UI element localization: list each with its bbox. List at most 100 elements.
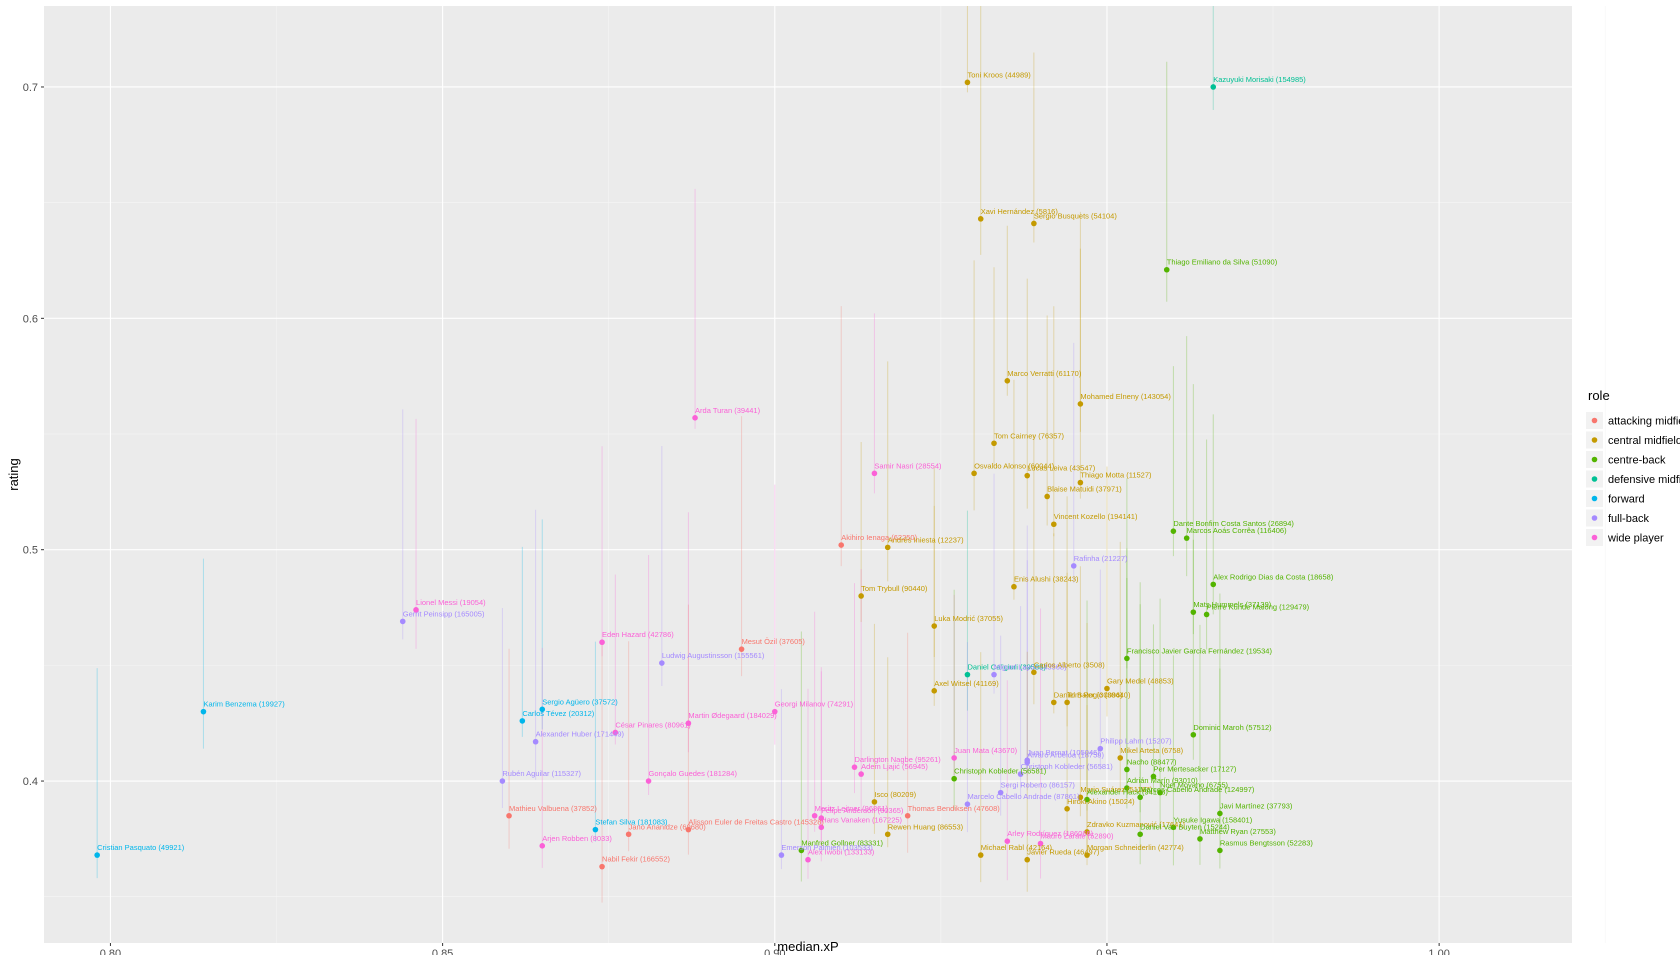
point-label: Marco Verratti (61170): [1007, 369, 1082, 378]
data-point: [1124, 655, 1130, 662]
point-label: Thomas Bendiksen (47608): [908, 804, 1001, 813]
data-point: [1217, 847, 1223, 854]
point-label: Tom Trybull (90440): [861, 584, 928, 593]
data-point: [1084, 829, 1090, 835]
point-label: Vincent Kozello (194141): [1054, 512, 1138, 521]
legend-key: [1591, 476, 1598, 482]
point-label: Karim Benzema (19927): [203, 700, 285, 709]
x-tick-label: 0.95: [1096, 948, 1117, 955]
data-point: [1157, 789, 1163, 796]
data-point: [977, 852, 984, 858]
point-label: Morgan Schneiderlin (42774): [1087, 843, 1184, 852]
point-label: Sergio Busquets (54104): [1034, 211, 1117, 220]
point-label: Miguel Layún (43568): [994, 663, 1067, 672]
data-point: [977, 216, 984, 222]
point-label: Stefan Silva (181083): [595, 818, 668, 827]
data-point: [499, 778, 506, 784]
point-label: Noel Moyano (6755): [1160, 781, 1228, 790]
point-label: Alisson Euler de Freitas Castro (145328): [688, 818, 824, 827]
data-point: [539, 843, 546, 849]
legend-key: [1591, 456, 1598, 463]
point-label: Gary Medel (48853): [1107, 677, 1174, 686]
data-point: [692, 415, 698, 421]
point-label: Darlington Nagbe (95261): [855, 755, 942, 764]
point-label: Francisco Javier García Fernández (19534…: [1127, 646, 1273, 655]
point-label: Gonçalo Guedes (181284): [649, 769, 738, 778]
point-label: Alex Iwobi (133133): [808, 848, 875, 857]
point-label: Isco (80209): [874, 790, 916, 799]
data-point: [1190, 731, 1197, 738]
data-point: [1137, 831, 1143, 838]
data-point: [1163, 266, 1170, 273]
data-point: [738, 646, 745, 652]
data-point: [1064, 806, 1070, 812]
point-label: Xavi Hernández (5816): [981, 207, 1059, 216]
data-point: [1077, 794, 1084, 801]
point-label: Adem Ljajić (56945): [861, 762, 928, 771]
data-point: [1104, 685, 1110, 692]
point-label: Marcelo Cabello Andrade (87861): [967, 792, 1080, 801]
data-point: [625, 831, 632, 838]
data-point: [1037, 840, 1044, 847]
data-point: [771, 708, 778, 715]
data-point: [798, 847, 805, 854]
data-point: [1170, 824, 1177, 831]
data-point: [964, 801, 971, 807]
point-label: Juan Bernat (105046): [1027, 748, 1100, 757]
point-label: Thiago Emiliano da Silva (51090): [1167, 258, 1278, 267]
data-point: [1077, 479, 1084, 486]
data-point: [1004, 378, 1011, 384]
data-point: [991, 440, 997, 447]
data-point: [685, 720, 692, 727]
y-tick-label: 0.7: [23, 82, 38, 94]
data-point: [685, 826, 692, 833]
data-point: [599, 863, 605, 870]
y-tick-label: 0.4: [23, 776, 38, 788]
data-point: [413, 607, 419, 613]
data-point: [1124, 785, 1130, 791]
point-label: Dominic Maroh (57512): [1193, 723, 1272, 732]
point-label: Yusuke Igawa (158401): [1173, 815, 1252, 824]
point-label: Gerrit Peinsipp (165005): [403, 609, 485, 618]
point-label: Javier Rueda (46497): [1027, 848, 1100, 857]
data-points: [94, 79, 1223, 870]
legend-label: centre-back: [1608, 455, 1666, 467]
data-point: [1210, 581, 1217, 588]
legend-title: role: [1588, 388, 1610, 403]
legend-key: [1591, 534, 1598, 541]
y-axis-ticks: 0.4 0.5 0.6 0.7: [23, 82, 44, 788]
point-label: Alex Rodrigo Dias da Costa (18658): [1213, 572, 1334, 581]
data-point: [884, 544, 891, 551]
data-point: [951, 775, 957, 782]
data-point: [1203, 611, 1210, 618]
data-point: [1183, 535, 1190, 541]
data-point: [200, 708, 207, 715]
point-label: Emerson Palmieri (103533): [781, 843, 873, 852]
point-label: Mohamed Elneny (143054): [1080, 392, 1171, 401]
point-label: Zdravko Kuzmanović (17641): [1087, 820, 1185, 829]
data-point: [1124, 766, 1130, 773]
x-axis-title: median.xP: [777, 939, 838, 954]
point-label: Álvaro Arbeloa (18759): [1027, 751, 1104, 760]
point-label: Martin Ødegaard (184029): [688, 711, 777, 720]
point-label: Samir Nasri (28554): [874, 461, 942, 470]
y-tick-label: 0.5: [23, 545, 38, 557]
point-label: Jano Ananidze (69680): [629, 822, 707, 831]
point-label: Mesut Özil (37605): [742, 637, 806, 646]
data-point: [592, 826, 599, 833]
data-point: [1117, 755, 1124, 761]
point-label: Dante Bonfim Costa Santos (26894): [1173, 519, 1294, 528]
point-label: Lionel Messi (19054): [416, 598, 486, 607]
point-label: Per Mertesacker (17127): [1153, 764, 1236, 773]
point-label: Sergi Roberto (86157): [1001, 781, 1076, 790]
data-point: [1044, 493, 1050, 500]
x-tick-label: 1.00: [1428, 948, 1449, 955]
data-point: [519, 718, 526, 724]
data-point: [871, 799, 878, 805]
point-label: Osvaldo Alonso (60044): [974, 461, 1055, 470]
legend: role attacking midfielder central midfiel…: [1586, 388, 1680, 546]
point-label: Daniel Van Buyten (15244): [1140, 822, 1230, 831]
data-point: [1024, 759, 1031, 766]
data-point: [991, 671, 997, 678]
